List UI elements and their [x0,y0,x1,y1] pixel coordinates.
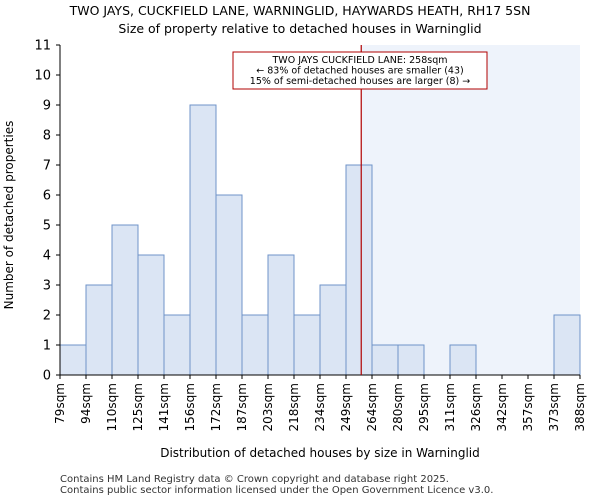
histogram-bar [137,254,165,376]
y-tick-label: 10 [34,69,51,84]
x-tick-label: 264sqm [365,383,379,431]
x-tick-label: 249sqm [339,383,353,431]
y-tick-label: 1 [43,339,51,354]
histogram-bar [397,344,425,376]
x-tick-label: 110sqm [105,383,119,431]
histogram-bar [111,224,139,376]
x-tick-label: 156sqm [183,383,197,431]
x-axis-label: Distribution of detached houses by size … [160,446,480,460]
chart-subtitle: Size of property relative to detached ho… [118,21,482,36]
y-tick-label: 7 [43,159,51,174]
x-tick-label: 295sqm [417,383,431,431]
histogram-bar [449,344,477,376]
x-tick-label: 141sqm [157,383,171,431]
histogram-bar [163,314,191,376]
x-tick-label: 280sqm [391,383,405,431]
histogram-bar [241,314,269,376]
footer-licence: Contains public sector information licen… [60,485,494,496]
x-tick-label: 388sqm [573,383,587,431]
histogram-bar [553,314,581,376]
y-tick-label: 9 [43,99,51,114]
x-tick-label: 94sqm [79,383,93,424]
x-tick-label: 311sqm [443,383,457,431]
footer-copyright: Contains HM Land Registry data © Crown c… [60,474,449,485]
x-tick-label: 187sqm [235,383,249,431]
x-tick-label: 373sqm [547,383,561,431]
histogram-bar [59,344,87,376]
y-tick-label: 11 [34,39,51,54]
x-tick-label: 203sqm [261,383,275,431]
y-tick-label: 2 [43,309,51,324]
annotation-line: TWO JAYS CUCKFIELD LANE: 258sqm [272,55,448,66]
histogram-bar [215,194,243,376]
histogram-bar [371,344,399,376]
x-tick-label: 234sqm [313,383,327,431]
x-tick-label: 218sqm [287,383,301,431]
histogram-bar [293,314,321,376]
chart-title: TWO JAYS, CUCKFIELD LANE, WARNINGLID, HA… [69,3,531,18]
y-tick-label: 0 [43,369,51,384]
larger-region-shade [361,45,580,375]
x-tick-label: 125sqm [131,383,145,431]
y-axis-label: Number of detached properties [2,121,16,310]
y-tick-label: 5 [43,219,51,234]
annotation-line: ← 83% of detached houses are smaller (43… [256,66,463,77]
x-tick-label: 342sqm [495,383,509,431]
histogram-bar [319,284,347,376]
y-tick-label: 4 [43,249,51,264]
histogram-bar [189,104,217,376]
y-tick-label: 3 [43,279,51,294]
y-tick-label: 6 [43,189,51,204]
annotation-line: 15% of semi-detached houses are larger (… [250,76,470,87]
annotation-box [232,51,488,90]
histogram-bar [85,284,113,376]
x-tick-label: 79sqm [53,383,67,424]
x-tick-label: 326sqm [469,383,483,431]
histogram-bar [267,254,295,376]
y-tick-label: 8 [43,129,51,144]
x-tick-label: 357sqm [521,383,535,431]
x-tick-label: 172sqm [209,383,223,431]
histogram-bar [345,164,373,376]
